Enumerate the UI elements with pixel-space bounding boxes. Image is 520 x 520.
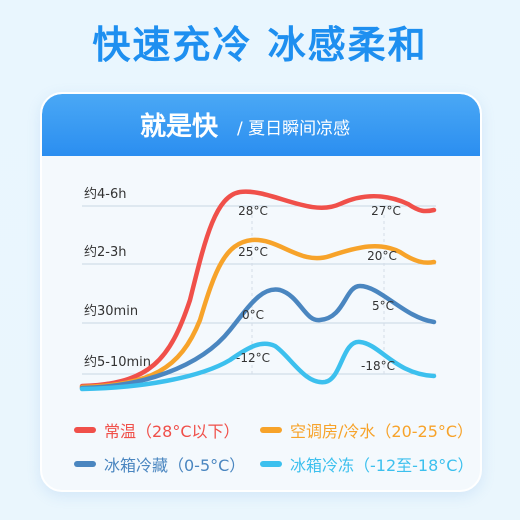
data-label: -12°C [236, 351, 270, 365]
legend-swatch [260, 427, 282, 433]
series-line [79, 189, 437, 389]
data-label: 0°C [242, 308, 264, 322]
legend-label: 冰箱冷藏（0-5°C） [104, 456, 246, 475]
data-label: 20°C [367, 249, 397, 263]
legend-label: 空调房/冷水（20-25°C） [290, 422, 474, 441]
legend-label: 常温（28°C以下） [104, 422, 240, 441]
legend-item: 常温（28°C以下） [74, 418, 240, 442]
legend-item: 冰箱冷冻（-12至-18°C） [260, 452, 473, 476]
y-tick-label: 约5-10min [84, 355, 151, 370]
data-label: 28°C [238, 204, 268, 218]
card-subtitle: / 夏日瞬间凉感 [237, 119, 351, 139]
y-tick-label: 约30min [84, 304, 138, 319]
data-label: -18°C [361, 359, 395, 373]
data-label: 27°C [371, 204, 401, 218]
legend-swatch [260, 461, 282, 467]
series-line [79, 237, 437, 390]
legend-swatch [74, 427, 96, 433]
card-header: 就是快 / 夏日瞬间凉感 [42, 94, 480, 156]
series-line [79, 283, 437, 391]
headline: 快速充冷 冰感柔和 [92, 23, 428, 67]
data-label: 5°C [372, 299, 394, 313]
legend-label: 冰箱冷冻（-12至-18°C） [290, 456, 474, 475]
y-tick-label: 约4-6h [84, 187, 126, 202]
data-label: 25°C [238, 245, 268, 259]
series-line [79, 339, 437, 392]
y-tick-label: 约2-3h [84, 245, 126, 260]
card-title: 就是快 [140, 112, 219, 142]
legend-item: 冰箱冷藏（0-5°C） [74, 452, 245, 476]
legend-swatch [74, 461, 96, 467]
legend-item: 空调房/冷水（20-25°C） [260, 418, 473, 442]
